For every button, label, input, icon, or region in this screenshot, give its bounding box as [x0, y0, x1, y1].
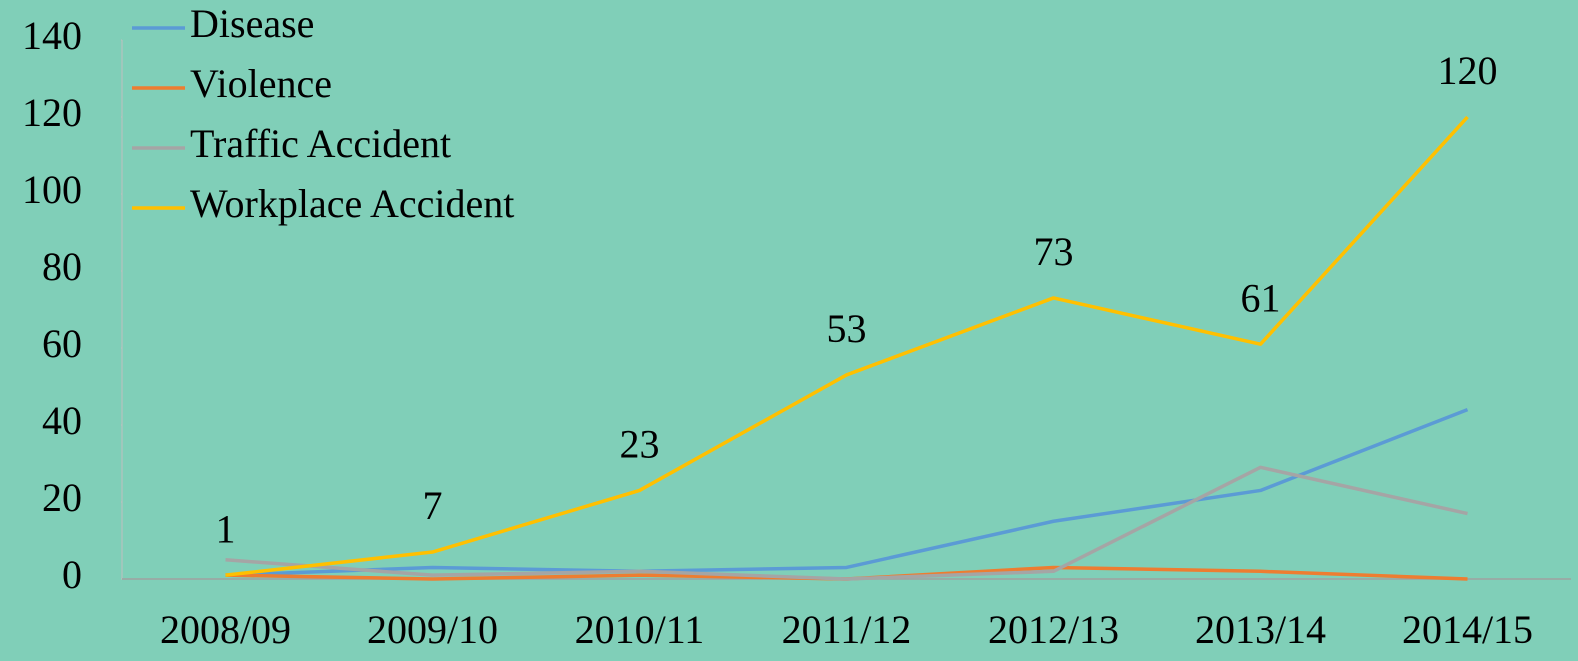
- x-tick-label: 2011/12: [782, 607, 912, 652]
- data-label: 53: [827, 306, 867, 351]
- y-tick-label: 60: [42, 321, 82, 366]
- series-line: [225, 465, 1468, 581]
- x-tick-label: 2009/10: [367, 607, 498, 652]
- y-tick-label: 140: [22, 13, 82, 58]
- legend-label: Disease: [190, 1, 314, 46]
- data-label: 120: [1438, 48, 1498, 93]
- data-label: 73: [1034, 229, 1074, 274]
- x-tick-label: 2014/15: [1402, 607, 1533, 652]
- data-label: 7: [423, 483, 443, 528]
- series-line: [225, 115, 1469, 577]
- data-label: 23: [620, 422, 660, 467]
- y-tick-label: 40: [42, 398, 82, 443]
- legend-label: Traffic Accident: [190, 121, 451, 166]
- x-tick-label: 2008/09: [160, 607, 291, 652]
- y-tick-label: 80: [42, 244, 82, 289]
- x-tick-label: 2010/11: [575, 607, 705, 652]
- x-tick-label: 2012/13: [988, 607, 1119, 652]
- y-tick-label: 20: [42, 475, 82, 520]
- y-tick-label: 0: [62, 552, 82, 597]
- legend-label: Violence: [190, 61, 332, 106]
- x-tick-label: 2013/14: [1195, 607, 1326, 652]
- series-line: [225, 407, 1469, 577]
- data-label: 61: [1241, 275, 1281, 320]
- legend-label: Workplace Accident: [190, 181, 514, 226]
- y-tick-label: 120: [22, 90, 82, 135]
- data-label: 1: [216, 506, 236, 551]
- y-tick-label: 100: [22, 167, 82, 212]
